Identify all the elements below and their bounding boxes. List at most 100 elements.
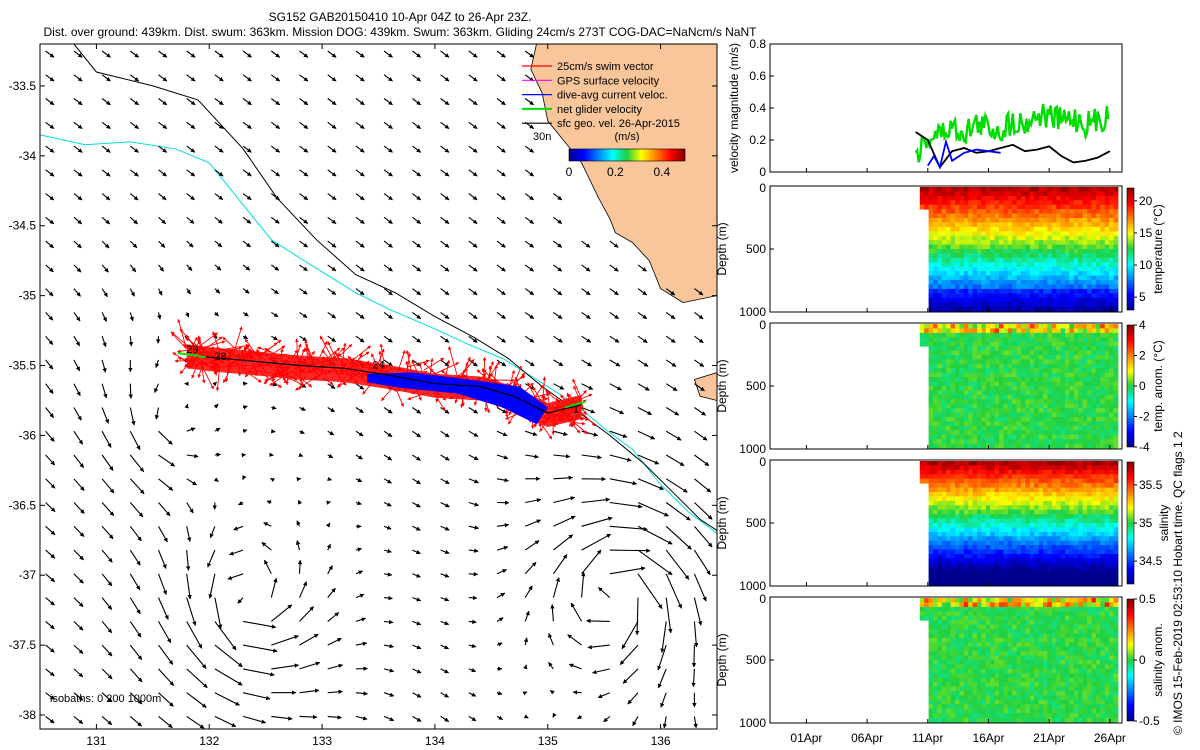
section-cell — [1109, 412, 1114, 418]
legend-marker-text: 30n — [533, 131, 551, 143]
section-cell — [1056, 200, 1062, 206]
section-cell — [1003, 293, 1009, 299]
section-cell — [1060, 505, 1066, 511]
section-cell — [946, 461, 952, 466]
section-cell — [1073, 474, 1079, 480]
section-cell — [955, 558, 960, 564]
section-cell — [950, 293, 956, 299]
section-cell — [981, 399, 987, 405]
section-cell — [1109, 394, 1114, 400]
section-cell — [999, 328, 1004, 334]
section-cell — [1051, 523, 1057, 528]
section-cell — [1034, 381, 1040, 387]
section-cell — [1069, 191, 1075, 197]
section-cell — [1016, 461, 1022, 466]
section-cell — [968, 337, 974, 343]
geo-velocity-arrow — [299, 406, 306, 411]
section-cell — [972, 487, 978, 493]
section-cell — [933, 187, 938, 192]
section-cell — [990, 204, 996, 210]
geo-velocity-arrow — [412, 74, 422, 82]
section-cell — [950, 191, 956, 197]
section-cell — [1095, 266, 1101, 272]
section-cell — [1078, 262, 1084, 268]
section-cell — [1043, 368, 1048, 374]
section-cell — [1082, 337, 1088, 343]
section-cell — [999, 346, 1004, 351]
section-cell — [1016, 297, 1022, 303]
section-cell — [928, 496, 934, 502]
section-cell — [1047, 408, 1053, 413]
section-cell — [1056, 332, 1062, 338]
section-cell — [933, 474, 938, 480]
section-cell — [1060, 417, 1066, 422]
section-cell — [981, 469, 987, 475]
section-cell — [1109, 324, 1114, 329]
section-cell — [981, 567, 987, 573]
section-cell — [933, 576, 938, 581]
section-cell — [981, 271, 987, 276]
depth-y-tick-label: 500 — [746, 242, 766, 256]
swim-vector-arrow — [353, 345, 371, 360]
section-cell — [1073, 443, 1079, 449]
section-cell — [946, 275, 952, 281]
section-cell — [1100, 235, 1106, 241]
section-cell — [1100, 377, 1106, 382]
section-cell — [1113, 474, 1119, 480]
section-cell — [1056, 390, 1062, 396]
section-cell — [1021, 496, 1026, 502]
section-cell — [919, 187, 925, 192]
section-cell — [1109, 549, 1114, 555]
section-cell — [999, 443, 1004, 449]
section-cell — [1091, 231, 1097, 237]
section-cell — [941, 350, 947, 356]
section-cell — [994, 332, 1000, 338]
section-cell — [919, 465, 925, 471]
section-cell — [1113, 363, 1119, 369]
section-cell — [1034, 195, 1040, 201]
section-cell — [985, 465, 991, 471]
section-cell — [1029, 425, 1035, 431]
section-cell — [1104, 540, 1110, 546]
section-cell — [933, 200, 938, 206]
section-cell — [1065, 200, 1070, 206]
section-cell — [981, 430, 987, 436]
geo-velocity-arrow — [129, 478, 145, 495]
section-cell — [972, 425, 978, 431]
section-cell — [994, 505, 1000, 511]
section-cell — [1078, 324, 1084, 329]
section-cell — [968, 213, 974, 219]
geo-velocity-arrow — [186, 573, 192, 600]
section-cell — [1007, 545, 1013, 550]
geo-velocity-arrow — [355, 288, 365, 296]
section-cell — [933, 226, 938, 232]
section-cell — [985, 222, 991, 228]
section-cell — [1065, 235, 1070, 241]
legend-entry: dive-avg current veloc. — [557, 90, 668, 102]
section-cell — [1082, 509, 1088, 515]
section-cell — [977, 297, 982, 303]
geo-velocity-arrow — [412, 335, 422, 343]
section-cell — [1029, 355, 1035, 360]
section-cell — [1078, 297, 1084, 303]
geo-velocity-arrow — [496, 617, 504, 622]
section-cell — [1038, 240, 1044, 245]
section-cell — [985, 558, 991, 564]
geo-velocity-arrow — [327, 637, 342, 646]
geo-velocity-arrow — [242, 50, 252, 58]
section-cell — [1012, 421, 1018, 427]
section-cell — [941, 637, 947, 643]
section-cell — [1095, 558, 1101, 564]
section-cell — [1065, 355, 1070, 360]
section-cell — [941, 492, 947, 497]
section-cell — [990, 209, 996, 214]
geo-velocity-arrow — [440, 478, 450, 485]
geo-velocity-arrow — [270, 74, 281, 82]
section-cell — [946, 531, 952, 537]
section-cell — [1078, 350, 1084, 356]
section-cell — [1021, 549, 1026, 555]
section-cell — [999, 487, 1004, 493]
section-cell — [937, 567, 943, 573]
section-cell — [1025, 240, 1031, 245]
section-cell — [981, 284, 987, 290]
